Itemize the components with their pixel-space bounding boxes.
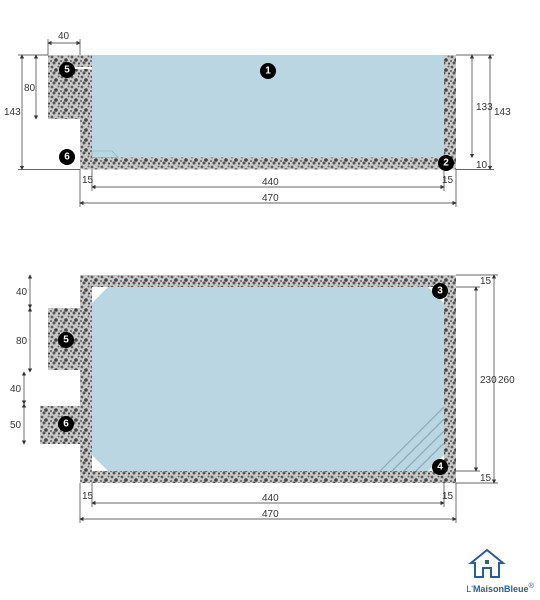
badge-3: 3: [432, 283, 448, 299]
svg-text:440: 440: [262, 493, 279, 504]
dim-top-50: 50: [10, 404, 24, 444]
svg-text:133: 133: [476, 102, 493, 113]
dim-top-80: 80: [16, 308, 30, 372]
dim-top-40b: 40: [10, 372, 24, 404]
logo-text-c: Bleue: [504, 584, 529, 594]
dim-side-440: 440: [92, 169, 444, 191]
svg-text:4: 4: [437, 462, 443, 473]
dim-top-15L: 15: [82, 491, 94, 502]
svg-text:80: 80: [16, 336, 28, 347]
top-view: 3 4 5 6 470 440 15 15 260 230 15 15: [10, 275, 515, 523]
svg-text:15: 15: [442, 491, 454, 502]
svg-text:40: 40: [58, 31, 70, 42]
side-view: 1 2 5 6 470 440 15 15 143 133: [4, 31, 511, 207]
svg-text:143: 143: [4, 107, 21, 118]
svg-text:260: 260: [498, 375, 515, 386]
badge-5: 5: [59, 62, 75, 78]
logo-text-b: Maison: [473, 584, 504, 594]
dim-top-40a: 40: [16, 275, 30, 308]
house-icon: [466, 547, 508, 581]
dim-side-10: 10: [476, 160, 488, 171]
svg-text:230: 230: [480, 375, 497, 386]
svg-text:6: 6: [63, 419, 69, 430]
brand-logo: L'MaisonBleue®: [466, 547, 534, 594]
badge-6: 6: [59, 149, 75, 165]
badge-4: 4: [432, 459, 448, 475]
svg-text:40: 40: [16, 287, 28, 298]
svg-text:15: 15: [480, 473, 492, 484]
svg-text:15: 15: [82, 491, 94, 502]
dim-side-15L: 15: [82, 175, 94, 186]
svg-text:15: 15: [82, 175, 94, 186]
svg-text:470: 470: [262, 509, 279, 520]
top-water: [92, 287, 444, 471]
badge-5b: 5: [58, 332, 74, 348]
svg-text:2: 2: [443, 158, 449, 169]
svg-text:3: 3: [437, 286, 443, 297]
svg-text:6: 6: [64, 152, 70, 163]
dim-side-80: 80: [24, 55, 36, 119]
dim-top-230: 230: [456, 287, 497, 471]
dim-top-15T: 15: [480, 276, 492, 287]
svg-text:80: 80: [24, 83, 36, 94]
dim-side-15R: 15: [442, 175, 454, 186]
dim-top-15B: 15: [480, 473, 492, 484]
svg-text:470: 470: [262, 193, 279, 204]
svg-text:50: 50: [10, 420, 22, 431]
dim-top-440: 440: [92, 483, 444, 507]
svg-text:440: 440: [262, 177, 279, 188]
svg-text:40: 40: [10, 384, 22, 395]
svg-text:5: 5: [64, 65, 70, 76]
dim-side-40: 40: [48, 31, 80, 55]
svg-text:1: 1: [265, 66, 271, 77]
svg-text:10: 10: [476, 160, 488, 171]
badge-6b: 6: [58, 416, 74, 432]
logo-text-a: L': [466, 584, 473, 594]
svg-text:15: 15: [442, 175, 454, 186]
badge-2: 2: [438, 155, 454, 171]
svg-text:15: 15: [480, 276, 492, 287]
badge-1: 1: [260, 63, 276, 79]
svg-text:5: 5: [63, 335, 69, 346]
dim-top-15R: 15: [442, 491, 454, 502]
dim-side-470: 470: [80, 169, 456, 207]
svg-text:143: 143: [494, 107, 511, 118]
